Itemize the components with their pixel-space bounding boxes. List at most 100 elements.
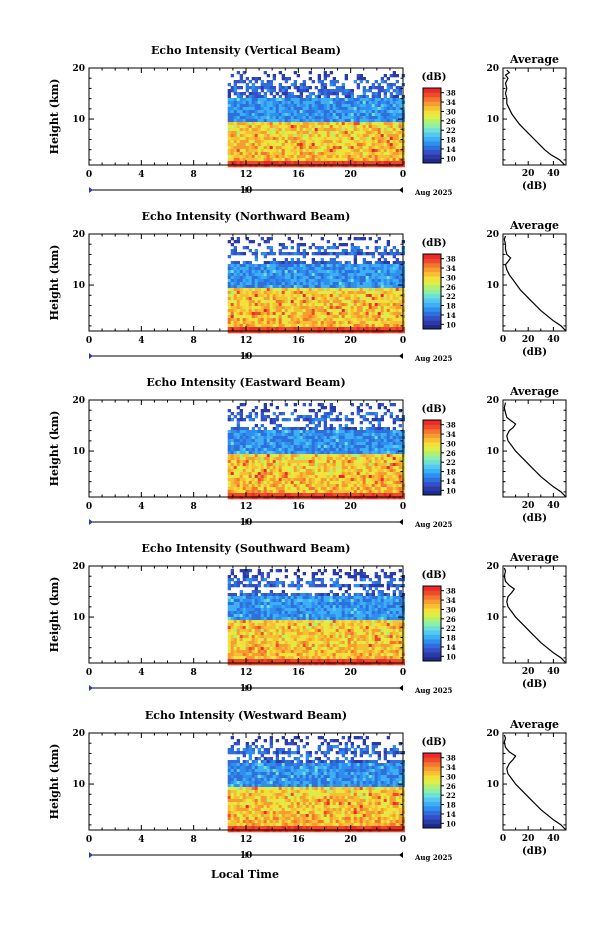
heatmap-cell (254, 324, 258, 328)
heatmap-cell (362, 315, 366, 319)
heatmap-cell (242, 92, 246, 96)
heatmap-cell (338, 152, 342, 156)
heatmap-cell (377, 427, 381, 431)
heatmap-cell (284, 122, 288, 126)
heatmap-cell (287, 264, 291, 268)
heatmap-cell (329, 288, 333, 292)
heatmap-cell (287, 77, 291, 81)
heatmap-cell (398, 270, 402, 274)
heatmap-cell (371, 481, 375, 485)
heatmap-cell (326, 140, 330, 144)
heatmap-cell (350, 472, 354, 476)
heatmap-cell (359, 264, 363, 268)
heatmap-cell (380, 306, 384, 310)
heatmap-cell (329, 137, 333, 141)
heatmap-cell (374, 246, 378, 250)
heatmap-cell (386, 436, 390, 440)
heatmap-cell (359, 496, 363, 500)
heatmap-cell (257, 430, 261, 434)
heatmap-cell (383, 469, 387, 473)
heatmap-cell (320, 445, 324, 449)
heatmap-cell (278, 282, 282, 286)
heatmap-cell (293, 439, 297, 443)
heatmap-cell (341, 487, 345, 491)
heatmap-cell (386, 427, 390, 431)
heatmap-cell (290, 460, 294, 464)
heatmap-cell (335, 152, 339, 156)
x-tick-label: 0 (86, 170, 92, 180)
heatmap-cell (365, 264, 369, 268)
heatmap-cell (239, 116, 243, 120)
heatmap-cell (239, 98, 243, 102)
heatmap-cell (317, 457, 321, 461)
heatmap-cell (317, 463, 321, 467)
heatmap-cell (323, 98, 327, 102)
heatmap-cell (230, 324, 234, 328)
heatmap-cell (227, 475, 231, 479)
heatmap-cell (236, 134, 240, 138)
heatmap-cell (275, 445, 279, 449)
heatmap-cell (371, 86, 375, 90)
heatmap-cell (263, 315, 267, 319)
heatmap-cell (362, 309, 366, 313)
heatmap-cell (347, 119, 351, 123)
heatmap-cell (287, 309, 291, 313)
heatmap-cell (392, 318, 396, 322)
heatmap-cell (311, 279, 315, 283)
heatmap-cell (296, 89, 300, 93)
heatmap-cell (242, 267, 246, 271)
heatmap-cell (347, 324, 351, 328)
heatmap-cell (305, 152, 309, 156)
heatmap-cell (269, 264, 273, 268)
heatmap-cell (344, 267, 348, 271)
heatmap-cell (320, 306, 324, 310)
heatmap-cell (227, 140, 231, 144)
heatmap-cell (347, 303, 351, 307)
heatmap-cell (347, 454, 351, 458)
heatmap-cell (293, 137, 297, 141)
heatmap-cell (392, 146, 396, 150)
heatmap-cell (260, 143, 264, 147)
heatmap-cell (332, 318, 336, 322)
heatmap-cell (338, 424, 342, 428)
heatmap-cell (350, 430, 354, 434)
heatmap-cell (299, 101, 303, 105)
heatmap-cell (299, 149, 303, 153)
colorbar-swatch (423, 145, 441, 151)
heatmap-cell (395, 146, 399, 150)
heatmap-cell (392, 161, 396, 165)
heatmap-cell (326, 143, 330, 147)
colorbar-swatch (423, 289, 441, 295)
heatmap-cell (305, 442, 309, 446)
average-profile-line (504, 69, 566, 166)
heatmap-cell (314, 95, 318, 99)
heatmap-cell (374, 490, 378, 494)
heatmap-cell (341, 243, 345, 247)
heatmap-cell (353, 267, 357, 271)
heatmap-cell (362, 285, 366, 289)
heatmap-cell (314, 291, 318, 295)
heatmap-cell (341, 466, 345, 470)
heatmap-cell (335, 282, 339, 286)
heatmap-cell (257, 267, 261, 271)
heatmap-cell (290, 312, 294, 316)
heatmap-cell (305, 448, 309, 452)
heatmap-cell (320, 484, 324, 488)
heatmap-cell (293, 291, 297, 295)
heatmap-cell (296, 74, 300, 78)
heatmap-cell (254, 406, 258, 410)
heatmap-cell (365, 246, 369, 250)
heatmap-cell (278, 472, 282, 476)
heatmap-cell (254, 134, 258, 138)
heatmap-cell (380, 297, 384, 301)
heatmap-cell (353, 324, 357, 328)
heatmap-cell (275, 448, 279, 452)
heatmap-cell (263, 433, 267, 437)
heatmap-cell (299, 324, 303, 328)
heatmap-cell (254, 303, 258, 307)
heatmap-cell (299, 110, 303, 114)
heatmap-cell (374, 279, 378, 283)
heatmap-cell (377, 424, 381, 428)
heatmap-cell (386, 330, 390, 334)
